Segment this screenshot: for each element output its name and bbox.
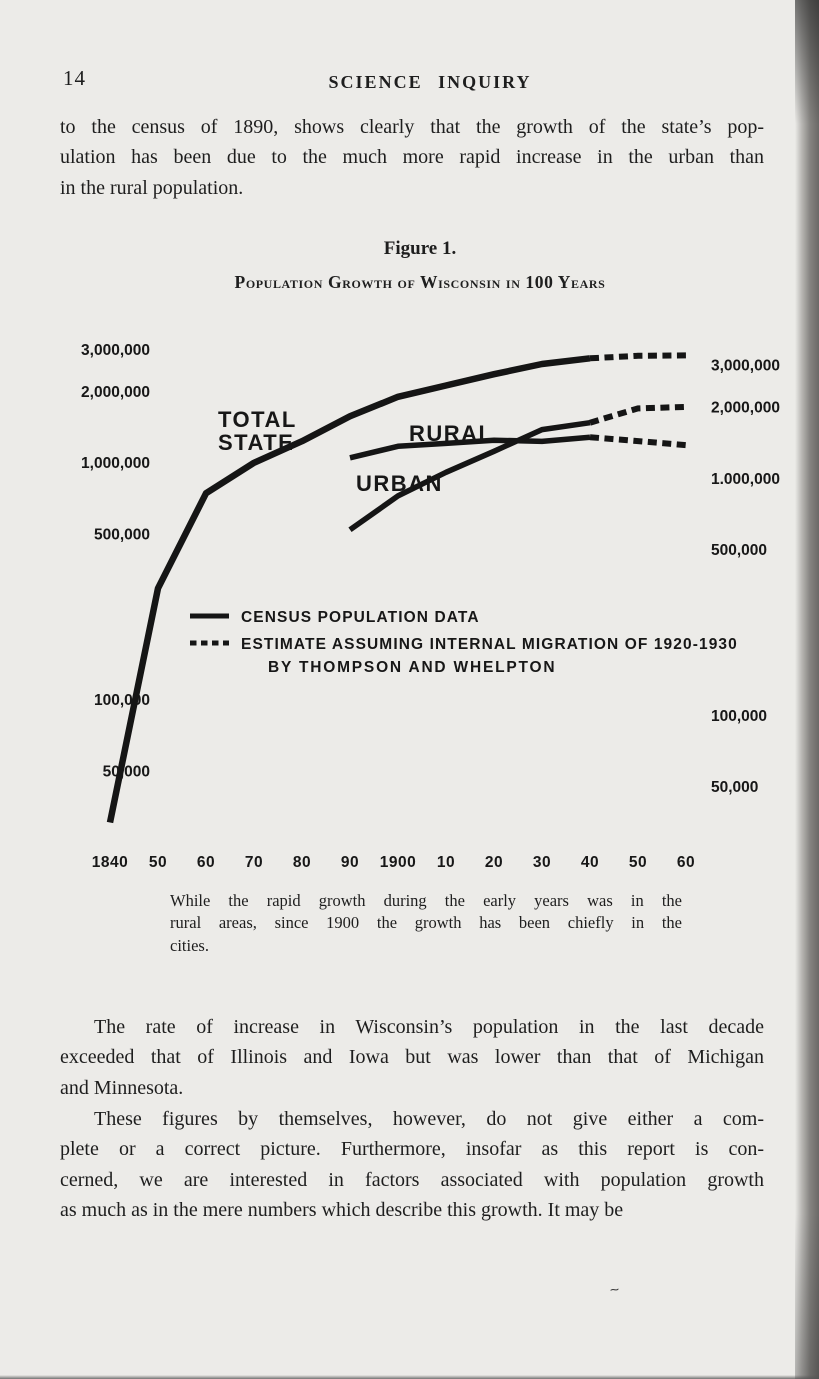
x-axis-label: 20 <box>485 854 503 871</box>
series-label-total: TOTAL <box>218 407 297 432</box>
text-line: plete or a correct picture. Furthermore,… <box>60 1138 764 1161</box>
legend-label: ESTIMATE ASSUMING INTERNAL MIGRATION OF … <box>241 636 738 653</box>
text-line: as much as in the mere numbers which des… <box>60 1199 624 1222</box>
text-line: The rate of increase in Wisconsin’s popu… <box>94 1016 764 1038</box>
x-axis-label: 60 <box>197 854 215 871</box>
series-line-total-state-census <box>106 355 591 824</box>
paragraph-these-figures: These figures by themselves, however, do… <box>60 1104 764 1226</box>
text-line: cerned, we are interested in factors ass… <box>60 1168 764 1191</box>
x-axis-label: 50 <box>629 854 647 871</box>
pencil-mark: ~ <box>608 1281 621 1300</box>
series-line-rural-estimate <box>589 434 687 449</box>
series-line-urban-census <box>348 419 591 533</box>
series-line-total-state-estimate <box>589 352 687 362</box>
series-label-urban: URBAN <box>356 471 443 496</box>
text-line: exceeded that of Illinois and Iowa but w… <box>60 1046 764 1069</box>
x-axis-label: 50 <box>149 854 167 871</box>
text-line: to the census of 1890, shows clearly tha… <box>60 116 764 138</box>
text-line: and Minnesota. <box>60 1076 184 1099</box>
scan-bottom-edge <box>0 1375 819 1379</box>
legend-label-line2: BY THOMPSON AND WHELPTON <box>268 659 556 676</box>
x-axis-label: 70 <box>245 854 263 871</box>
book-page-edge-shadow <box>795 0 819 1379</box>
x-axis-label: 40 <box>581 854 599 871</box>
y-axis-label-right: 50,000 <box>711 779 758 796</box>
y-axis-label-left: 100,000 <box>94 692 150 709</box>
legend-label: CENSUS POPULATION DATA <box>241 609 480 626</box>
text-line: These figures by themselves, however, do… <box>94 1108 764 1130</box>
y-axis-label-left: 1,000,000 <box>81 455 150 472</box>
y-axis-label-right: 100,000 <box>711 708 767 725</box>
y-axis-label-left: 50,000 <box>103 764 150 781</box>
figure-title: Population Growth of Wisconsin in 100 Ye… <box>234 272 606 292</box>
text-line: in the rural population. <box>60 176 244 199</box>
x-axis-label: 60 <box>677 854 695 871</box>
series-line-urban-estimate <box>589 403 687 426</box>
y-axis-label-right: 2,000,000 <box>711 400 780 417</box>
series-label-state: STATE <box>218 430 294 455</box>
population-growth-chart: 3,000,000 3,000,000 2,000,000 2,000,000 1,00… <box>81 342 780 871</box>
paragraph-rate-of-increase: The rate of increase in Wisconsin’s popu… <box>60 1012 764 1103</box>
x-axis-label: 90 <box>341 854 359 871</box>
figure-label: Figure 1. <box>383 238 457 259</box>
x-axis-label: 80 <box>293 854 311 871</box>
series-label-rural: RURAL <box>409 421 494 446</box>
text-line: While the rapid growth during the early … <box>170 891 682 910</box>
figure-caption: While the rapid growth during the early … <box>170 890 682 957</box>
text-line: rural areas, since 1900 the growth has b… <box>170 913 682 933</box>
y-axis-label-left: 500,000 <box>94 527 150 544</box>
x-axis-label: 1840 <box>92 854 128 871</box>
page-number: 14 <box>63 66 86 90</box>
series-line-rural-census <box>349 434 591 461</box>
x-axis-label: 30 <box>533 854 551 871</box>
text-line: cities. <box>170 935 209 955</box>
text-line: ulation has been due to the much more ra… <box>60 146 764 169</box>
y-axis-label-right: 1.000,000 <box>711 471 780 488</box>
y-axis-label-left: 3,000,000 <box>81 342 150 359</box>
x-axis-label: 10 <box>437 854 455 871</box>
paragraph-intro: to the census of 1890, shows clearly tha… <box>60 112 764 203</box>
y-axis-label-right: 500,000 <box>711 542 767 559</box>
y-axis-label-left: 2,000,000 <box>81 384 150 401</box>
y-axis-label-right: 3,000,000 <box>711 358 780 375</box>
x-axis-label: 1900 <box>380 854 416 871</box>
running-title: SCIENCE INQUIRY <box>328 72 532 92</box>
